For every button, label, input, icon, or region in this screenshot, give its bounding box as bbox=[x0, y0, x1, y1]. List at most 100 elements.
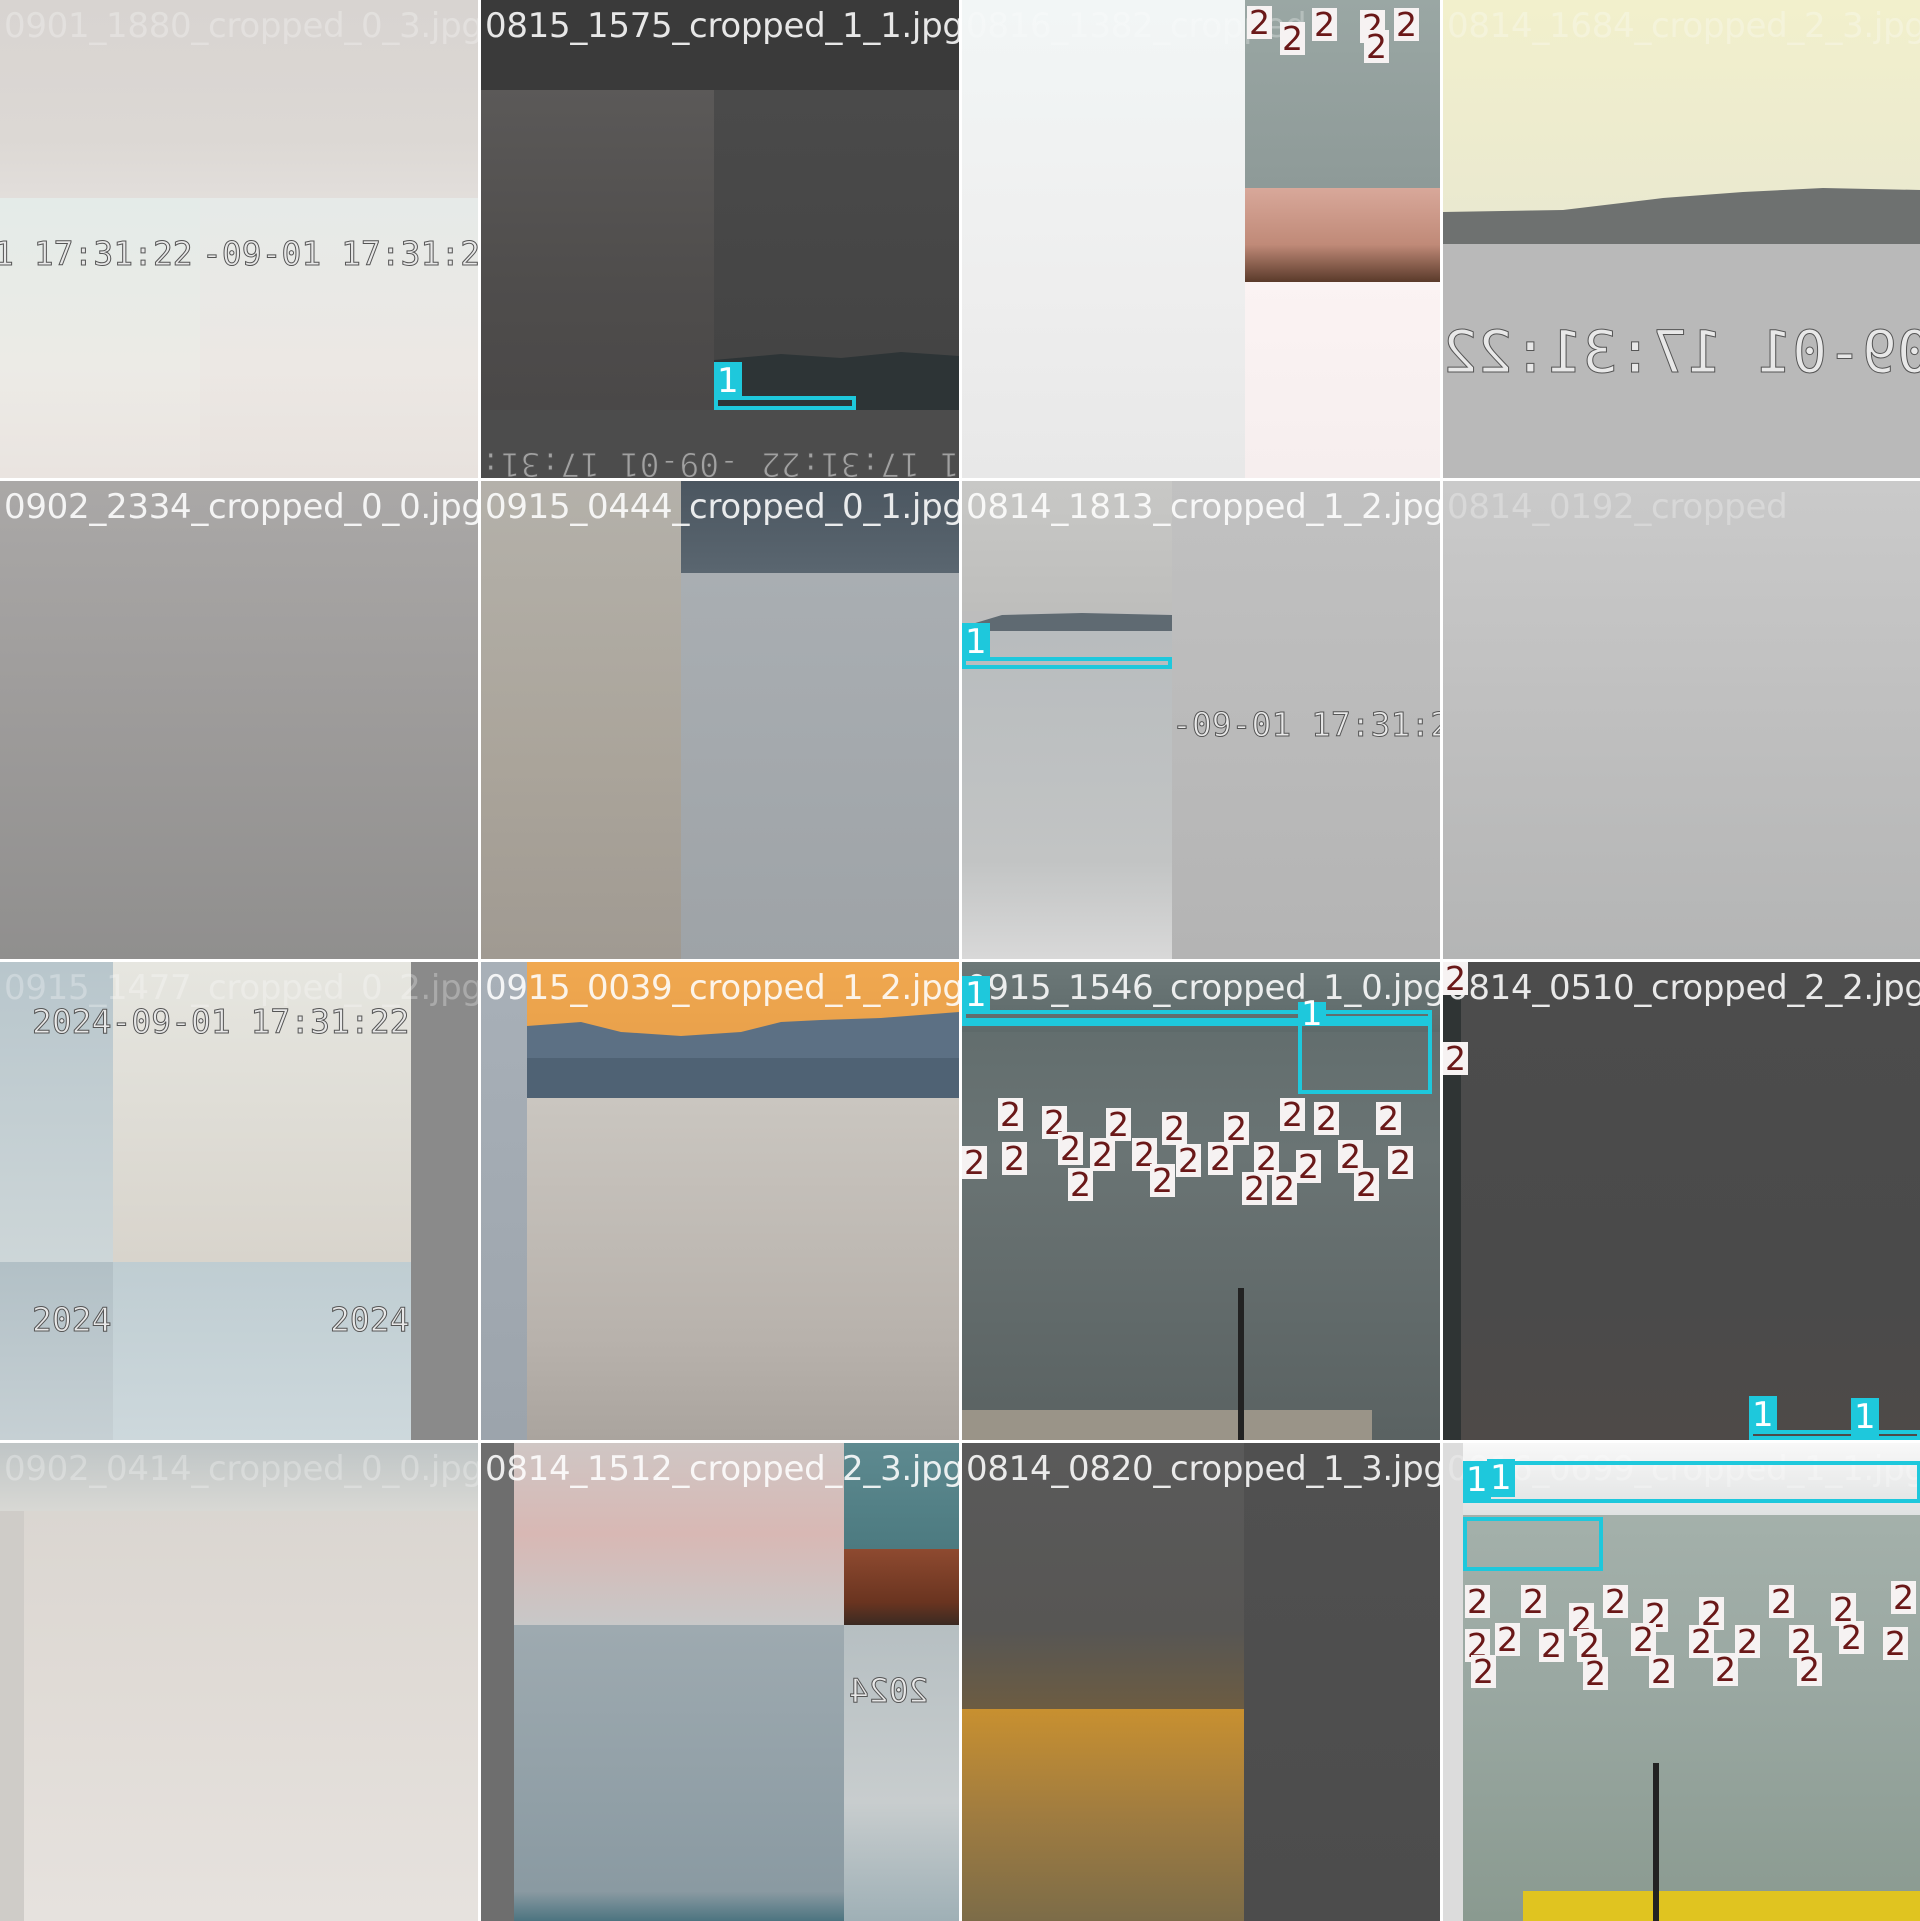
detection-label-class1: 1 bbox=[1487, 1459, 1515, 1497]
detection-box-class1 bbox=[1749, 1430, 1920, 1440]
detection-label-class2: 2 bbox=[962, 1143, 987, 1182]
detection-label-class2: 2 bbox=[1354, 1165, 1379, 1204]
timestamp-overlay: -09-01 17:31:22 bbox=[201, 234, 478, 274]
detection-label-class2: 2 bbox=[1713, 1650, 1738, 1689]
detection-label-class2: 2 bbox=[1891, 1578, 1916, 1617]
detection-label-class2: 2 bbox=[1699, 1594, 1724, 1633]
detection-label-class2: 2 bbox=[1338, 1137, 1363, 1176]
detection-label-class2: 2 bbox=[1831, 1590, 1856, 1629]
coastline-silhouette bbox=[714, 352, 959, 410]
detection-box-class1 bbox=[1463, 1461, 1920, 1503]
tile-8: 0915_1477_cropped_0_2.jpg 2024-09-01 17:… bbox=[0, 962, 478, 1440]
detection-label-class2: 2 bbox=[1042, 1103, 1067, 1142]
tile-filename: 0915_0444_cropped_0_1.jpg bbox=[485, 487, 959, 527]
tile-filename: 0915_0039_cropped_1_2.jpg bbox=[485, 968, 959, 1008]
detection-label-class2: 2 bbox=[1797, 1650, 1822, 1689]
tile-filename: 0902_0414_cropped_0_0.jpg bbox=[4, 1449, 478, 1489]
detection-label-class1: 1 bbox=[1463, 1461, 1491, 1499]
detection-label-class2: 2 bbox=[1002, 1139, 1027, 1178]
detection-label-class2: 2 bbox=[1150, 1161, 1175, 1200]
tile-7: 0814_0192_cropped bbox=[1443, 481, 1920, 959]
detection-box-class1 bbox=[1298, 1016, 1432, 1094]
tile-4: 0902_2334_cropped_0_0.jpg bbox=[0, 481, 478, 959]
tile-11: 0814_0510_cropped_2_2.jpg 2 2 1 1 bbox=[1443, 962, 1920, 1440]
detection-label-class2: 2 bbox=[1208, 1139, 1233, 1178]
detection-label-class2: 2 bbox=[1649, 1652, 1674, 1691]
detection-box-class1 bbox=[714, 396, 856, 410]
detection-label-class2: 2 bbox=[1839, 1618, 1864, 1657]
detection-label-class2: 2 bbox=[1577, 1626, 1602, 1665]
tile-0: 0901_1880_cropped_0_3.jpg 1 17:31:22 -09… bbox=[0, 0, 478, 478]
detection-label-class1: 1 bbox=[1749, 1396, 1777, 1434]
detection-label-class2: 2 bbox=[1583, 1654, 1608, 1693]
timestamp-overlay: -09-01 17:31:22 bbox=[1171, 705, 1440, 745]
detection-label-class2: 2 bbox=[998, 1095, 1023, 1134]
timestamp-overlay: 2024 bbox=[849, 1671, 929, 1711]
tile-filename: 0915_1477_cropped_0_2.jpg bbox=[4, 968, 478, 1008]
detection-label-class2: 2 bbox=[1443, 962, 1468, 998]
detection-label-class2: 2 bbox=[1176, 1141, 1201, 1180]
tile-filename: 0814_1684_cropped_2_3.jpg bbox=[1447, 6, 1920, 46]
detection-label-class2: 2 bbox=[1254, 1139, 1279, 1178]
tile-filename: 0815_1575_cropped_1_1.jpg bbox=[485, 6, 959, 46]
tile-10: 0915_1546_cropped_1_0.jpg 1 1 2 2 2 2 2 … bbox=[962, 962, 1440, 1440]
tile-3: 0814_1684_cropped_2_3.jpg 09-01 17:31:22 bbox=[1443, 0, 1920, 478]
detection-label-class1: 1 bbox=[1298, 997, 1326, 1031]
detection-label-class2: 2 bbox=[1314, 1099, 1339, 1138]
timestamp-overlay: 09-01 17:31:22 bbox=[1443, 318, 1920, 387]
detection-label-class2: 2 bbox=[1603, 1582, 1628, 1621]
detection-label-class1: 1 bbox=[962, 623, 990, 661]
detection-label-class2: 2 bbox=[1631, 1620, 1656, 1659]
tile-filename: 0814_1512_cropped_2_3.jpg bbox=[485, 1449, 959, 1489]
tile-filename: 0814_0510_cropped_2_2.jpg bbox=[1447, 968, 1920, 1008]
detection-label-class2: 2 bbox=[1376, 1099, 1401, 1138]
tile-12: 0902_0414_cropped_0_0.jpg bbox=[0, 1443, 478, 1921]
detection-label-class2: 2 bbox=[1280, 19, 1305, 58]
detection-label-class2: 2 bbox=[1224, 1109, 1249, 1148]
detection-label-class2: 2 bbox=[1443, 1039, 1468, 1078]
detection-label-class2: 2 bbox=[1521, 1582, 1546, 1621]
detection-label-class2: 2 bbox=[1388, 1143, 1413, 1182]
detection-label-class2: 2 bbox=[1272, 1169, 1297, 1208]
detection-label-class2: 2 bbox=[1394, 5, 1419, 44]
tile-filename: 0814_0192_cropped bbox=[1447, 487, 1788, 527]
tile-2: 0816_1382_cropped 2 2 2 2 2 2 bbox=[962, 0, 1440, 478]
timestamp-overlay: 2024-09-01 17:31:22 bbox=[32, 1002, 410, 1042]
detection-label-class2: 2 bbox=[1296, 1147, 1321, 1186]
detection-label-class2: 2 bbox=[1364, 27, 1389, 66]
tile-6: 0814_1813_cropped_1_2.jpg -09-01 17:31:2… bbox=[962, 481, 1440, 959]
detection-box-class1 bbox=[962, 657, 1172, 669]
detection-label-class2: 2 bbox=[1789, 1622, 1814, 1661]
pole bbox=[1653, 1763, 1659, 1921]
tile-14: 0814_0820_cropped_1_3.jpg bbox=[962, 1443, 1440, 1921]
detection-label-class1: 1 bbox=[714, 362, 742, 400]
detection-label-class2: 2 bbox=[1465, 1582, 1490, 1621]
tile-5: 0915_0444_cropped_0_1.jpg bbox=[481, 481, 959, 959]
detection-label-class2: 2 bbox=[1280, 1095, 1305, 1134]
coastline-silhouette bbox=[1443, 188, 1920, 250]
detection-label-class1: 1 bbox=[962, 976, 990, 1014]
detection-label-class2: 2 bbox=[1106, 1105, 1131, 1144]
detection-label-class1: 1 bbox=[1851, 1398, 1879, 1436]
detection-label-class2: 2 bbox=[1068, 1165, 1093, 1204]
detection-label-class2: 2 bbox=[1689, 1622, 1714, 1661]
tile-13: 0814_1512_cropped_2_3.jpg 2024 bbox=[481, 1443, 959, 1921]
timestamp-overlay: -09-01 17:31:22 bbox=[481, 445, 740, 479]
timestamp-overlay: 2024 bbox=[329, 1300, 410, 1340]
timestamp-overlay: 2024 bbox=[31, 1300, 112, 1340]
detection-label-class2: 2 bbox=[1242, 1169, 1267, 1208]
pole bbox=[1238, 1288, 1244, 1440]
tile-filename: 0814_1813_cropped_1_2.jpg bbox=[966, 487, 1440, 527]
detection-label-class2: 2 bbox=[1090, 1135, 1115, 1174]
tile-filename: 0915_1546_cropped_1_0.jpg bbox=[966, 968, 1440, 1008]
timestamp-overlay: 01 17:31:22 bbox=[761, 445, 960, 479]
tile-filename: 0916_0699_cropped_1_1.jpg bbox=[1447, 1449, 1920, 1489]
detection-label-class2: 2 bbox=[1058, 1129, 1083, 1168]
detection-label-class2: 2 bbox=[1312, 5, 1337, 44]
detection-label-class2: 2 bbox=[1539, 1626, 1564, 1665]
detection-label-class2: 2 bbox=[1162, 1109, 1187, 1148]
tile-filename: 0901_1880_cropped_0_3.jpg bbox=[4, 6, 478, 46]
tile-filename: 0814_0820_cropped_1_3.jpg bbox=[966, 1449, 1440, 1489]
detection-label-class2: 2 bbox=[1495, 1620, 1520, 1659]
